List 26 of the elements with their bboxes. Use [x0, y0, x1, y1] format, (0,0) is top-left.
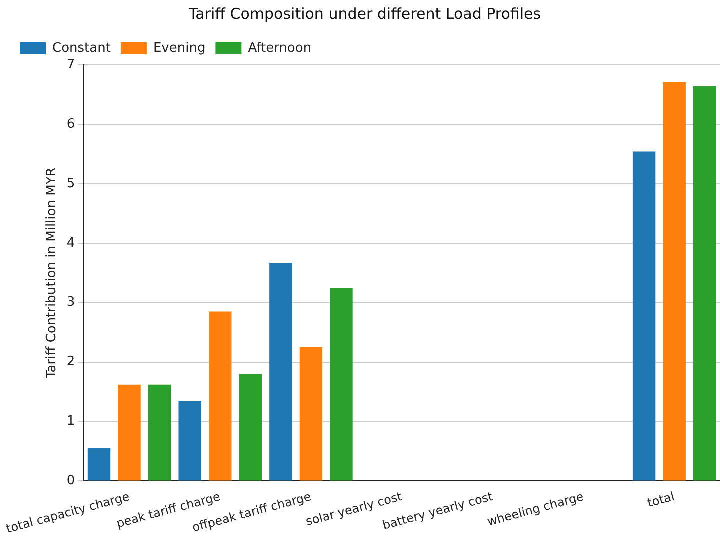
bar — [118, 384, 141, 481]
bar — [88, 448, 111, 481]
bar — [330, 288, 353, 481]
y-tick-label: 5 — [66, 176, 76, 192]
bar — [663, 82, 686, 481]
bar — [632, 152, 656, 481]
bar — [270, 263, 292, 481]
y-tick-label: 3 — [66, 295, 76, 310]
y-tick-label: 0 — [66, 474, 76, 489]
bar — [300, 347, 323, 481]
legend-label: Constant — [52, 40, 111, 56]
bar — [148, 384, 172, 481]
legend-label: Evening — [153, 40, 206, 56]
bar — [239, 374, 262, 481]
y-axis-title: Tariff Contribution in Million MYR — [44, 168, 60, 380]
y-tick-label: 6 — [66, 116, 76, 132]
y-tick-label: 4 — [66, 236, 76, 251]
chart-title: Tariff Composition under different Load Profiles — [188, 4, 542, 23]
x-tick-label: total — [646, 490, 676, 510]
legend-label: Afternoon — [248, 40, 312, 56]
bar — [694, 86, 716, 481]
y-tick-label: 2 — [66, 354, 76, 370]
bar — [178, 400, 202, 481]
y-tick-label: 1 — [66, 414, 76, 430]
bar — [209, 312, 232, 481]
y-tick-label: 7 — [66, 57, 76, 72]
